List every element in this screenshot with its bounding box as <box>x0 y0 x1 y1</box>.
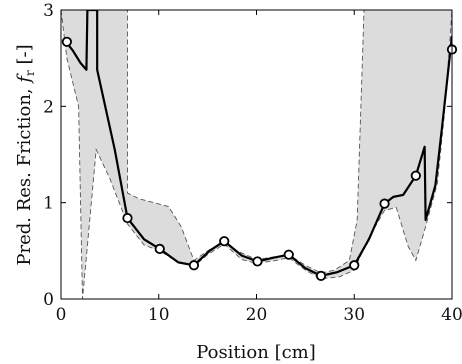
axis-ticks: 0 10 20 30 40 0 1 2 3 <box>43 1 462 325</box>
y-tick-label-1: 1 <box>43 194 54 214</box>
x-tick-label-0: 0 <box>56 305 67 325</box>
uncertainty-band <box>61 10 452 299</box>
data-point-4 <box>219 236 230 247</box>
x-axis-title: Position [cm] <box>196 342 316 363</box>
x-tick-label-4: 40 <box>441 305 462 325</box>
plot-area <box>60 9 458 300</box>
data-point-5 <box>252 256 263 267</box>
data-point-3 <box>188 260 200 271</box>
y-tick-label-2: 2 <box>43 97 54 117</box>
data-point-9 <box>379 198 390 209</box>
data-point-8 <box>349 260 360 271</box>
x-tick-label-2: 20 <box>246 305 268 325</box>
y-axis-title-unit: [-] <box>14 44 35 70</box>
data-point-1 <box>122 212 133 224</box>
y-axis-title-subscript: r <box>23 70 37 76</box>
data-point-0 <box>61 36 72 47</box>
x-tick-label-1: 10 <box>148 305 170 325</box>
y-axis-title-text: Pred. Res. Friction, <box>14 83 35 266</box>
data-point-6 <box>283 249 294 260</box>
y-tick-label-3: 3 <box>43 1 54 21</box>
data-point-10 <box>410 170 421 181</box>
data-point-7 <box>315 270 327 281</box>
x-tick-label-3: 30 <box>343 305 365 325</box>
y-tick-label-0: 0 <box>43 290 54 310</box>
y-axis-title: Pred. Res. Friction, fr [-] <box>14 44 37 265</box>
data-point-2 <box>154 243 165 255</box>
band-lower-edge <box>61 10 452 299</box>
plot-content <box>61 10 452 299</box>
